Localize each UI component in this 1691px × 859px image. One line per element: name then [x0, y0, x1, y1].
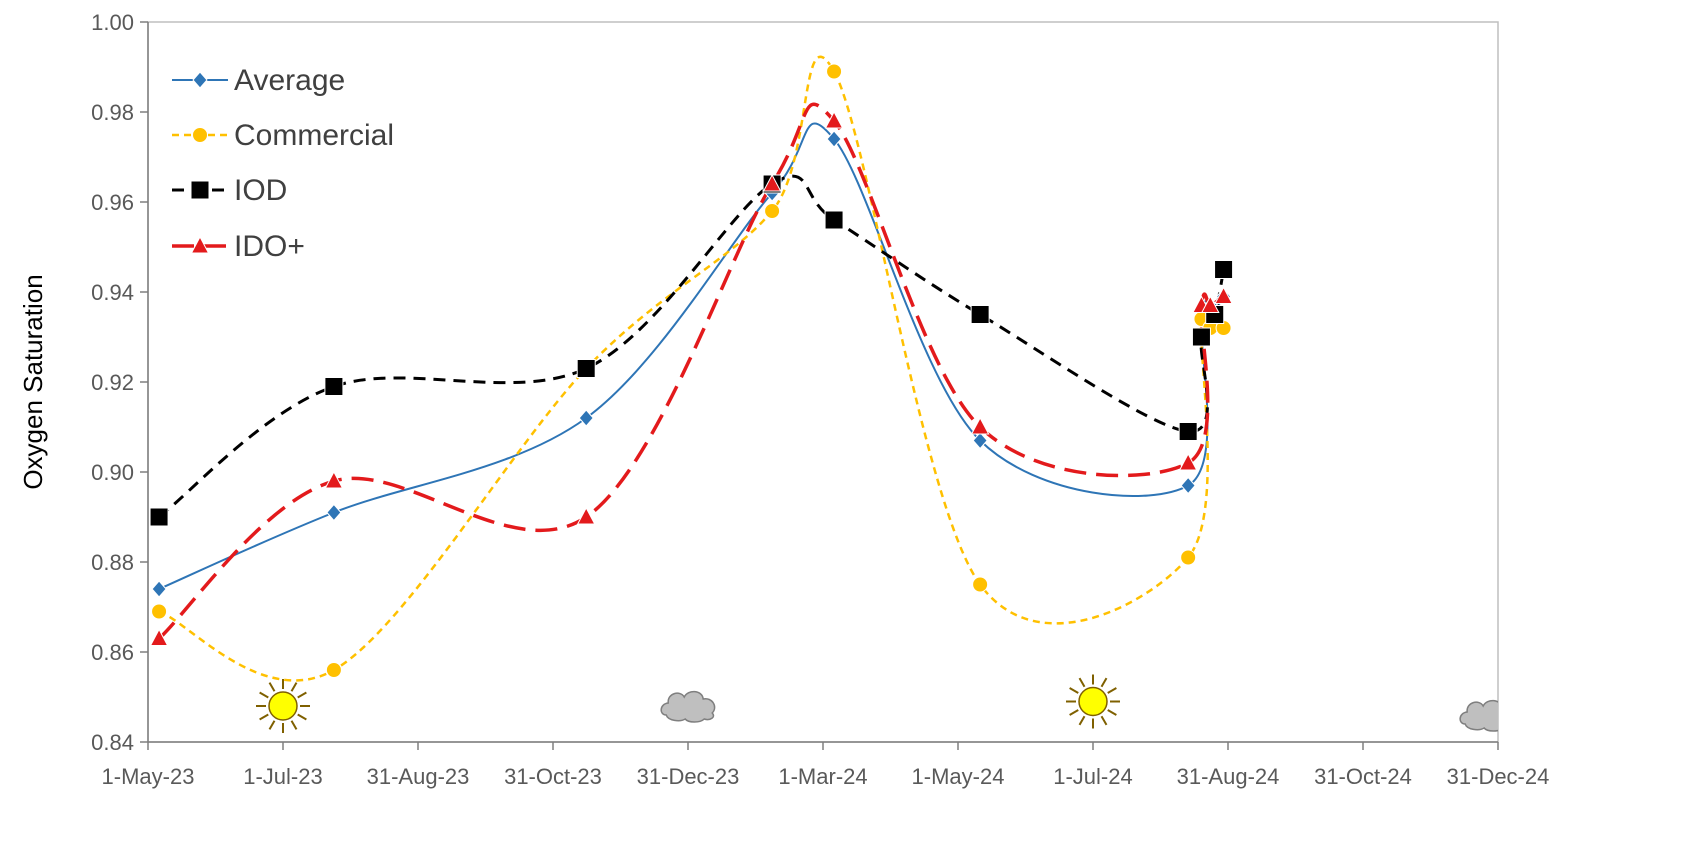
data-point-commercial — [325, 662, 342, 678]
x-tick-label: 31-Aug-23 — [367, 764, 470, 789]
y-axis-label: Oxygen Saturation — [18, 274, 48, 489]
legend-item: IOD — [172, 174, 287, 207]
data-point-commercial — [972, 576, 989, 593]
y-tick-label: 0.92 — [91, 370, 134, 395]
legend-swatch-marker — [190, 235, 210, 254]
x-tick-label: 31-Dec-24 — [1447, 764, 1550, 789]
x-tick-label: 1-May-23 — [102, 764, 195, 789]
legend-label: IDO+ — [234, 230, 305, 263]
x-tick-label: 1-Jul-24 — [1053, 764, 1132, 789]
data-point-iod — [576, 359, 596, 378]
data-point-ido- — [970, 416, 990, 435]
x-tick-label: 31-Oct-24 — [1314, 764, 1412, 789]
data-point-average — [826, 130, 842, 148]
y-tick-label: 0.86 — [91, 640, 134, 665]
x-tick-label: 1-Mar-24 — [778, 764, 867, 789]
legend-item: Average — [172, 64, 345, 97]
data-point-average — [1180, 476, 1196, 495]
legend-swatch-marker — [190, 180, 210, 200]
data-point-ido- — [324, 470, 344, 489]
y-tick-label: 0.96 — [91, 190, 134, 215]
plot-area-frame — [147, 21, 1499, 743]
legend: Average Commercial IOD IDO+ — [172, 64, 394, 263]
data-point-ido- — [149, 628, 169, 646]
legend-label: IOD — [234, 174, 287, 207]
x-tick-label: 1-Jul-23 — [243, 764, 322, 789]
data-point-iod — [970, 305, 990, 324]
data-point-commercial — [1180, 549, 1197, 566]
data-point-ido- — [1214, 286, 1233, 304]
legend-label: Average — [234, 64, 345, 97]
legend-swatch-marker — [192, 127, 208, 143]
x-tick-label: 31-Aug-24 — [1177, 764, 1280, 789]
data-point-average — [326, 503, 342, 522]
data-point-ido- — [1200, 295, 1220, 313]
data-point-commercial — [826, 63, 843, 80]
data-point-iod — [1214, 260, 1234, 279]
sun-icon — [1066, 674, 1120, 729]
legend-item: IDO+ — [172, 230, 305, 263]
cloud-icon — [1459, 699, 1498, 732]
legend-label: Commercial — [234, 119, 394, 152]
data-point-ido- — [824, 110, 844, 129]
data-point-ido- — [762, 173, 782, 192]
data-point-commercial — [764, 203, 781, 219]
x-tick-label: 31-Oct-23 — [504, 764, 602, 789]
data-point-iod — [324, 377, 344, 396]
data-point-iod — [1178, 422, 1198, 441]
data-point-iod — [149, 507, 169, 527]
data-point-average — [578, 409, 594, 427]
sun-icon — [256, 679, 310, 733]
y-tick-label: 0.88 — [91, 550, 134, 575]
data-point-average — [151, 580, 167, 598]
data-point-iod — [1191, 327, 1211, 347]
data-point-commercial — [151, 603, 168, 620]
y-tick-label: 0.84 — [91, 730, 134, 755]
legend-swatch-marker — [192, 71, 208, 89]
y-tick-label: 0.90 — [91, 460, 134, 485]
legend-item: Commercial — [172, 119, 394, 152]
x-tick-label: 31-Dec-23 — [637, 764, 740, 789]
y-tick-label: 0.94 — [91, 280, 134, 305]
data-point-ido- — [1178, 452, 1198, 471]
y-tick-label: 1.00 — [91, 10, 134, 35]
x-tick-label: 1-May-24 — [912, 764, 1005, 789]
data-point-ido- — [576, 506, 596, 525]
cloud-icon — [660, 690, 716, 723]
data-point-iod — [824, 210, 844, 230]
y-tick-label: 0.98 — [91, 100, 134, 125]
data-point-average — [972, 431, 988, 450]
